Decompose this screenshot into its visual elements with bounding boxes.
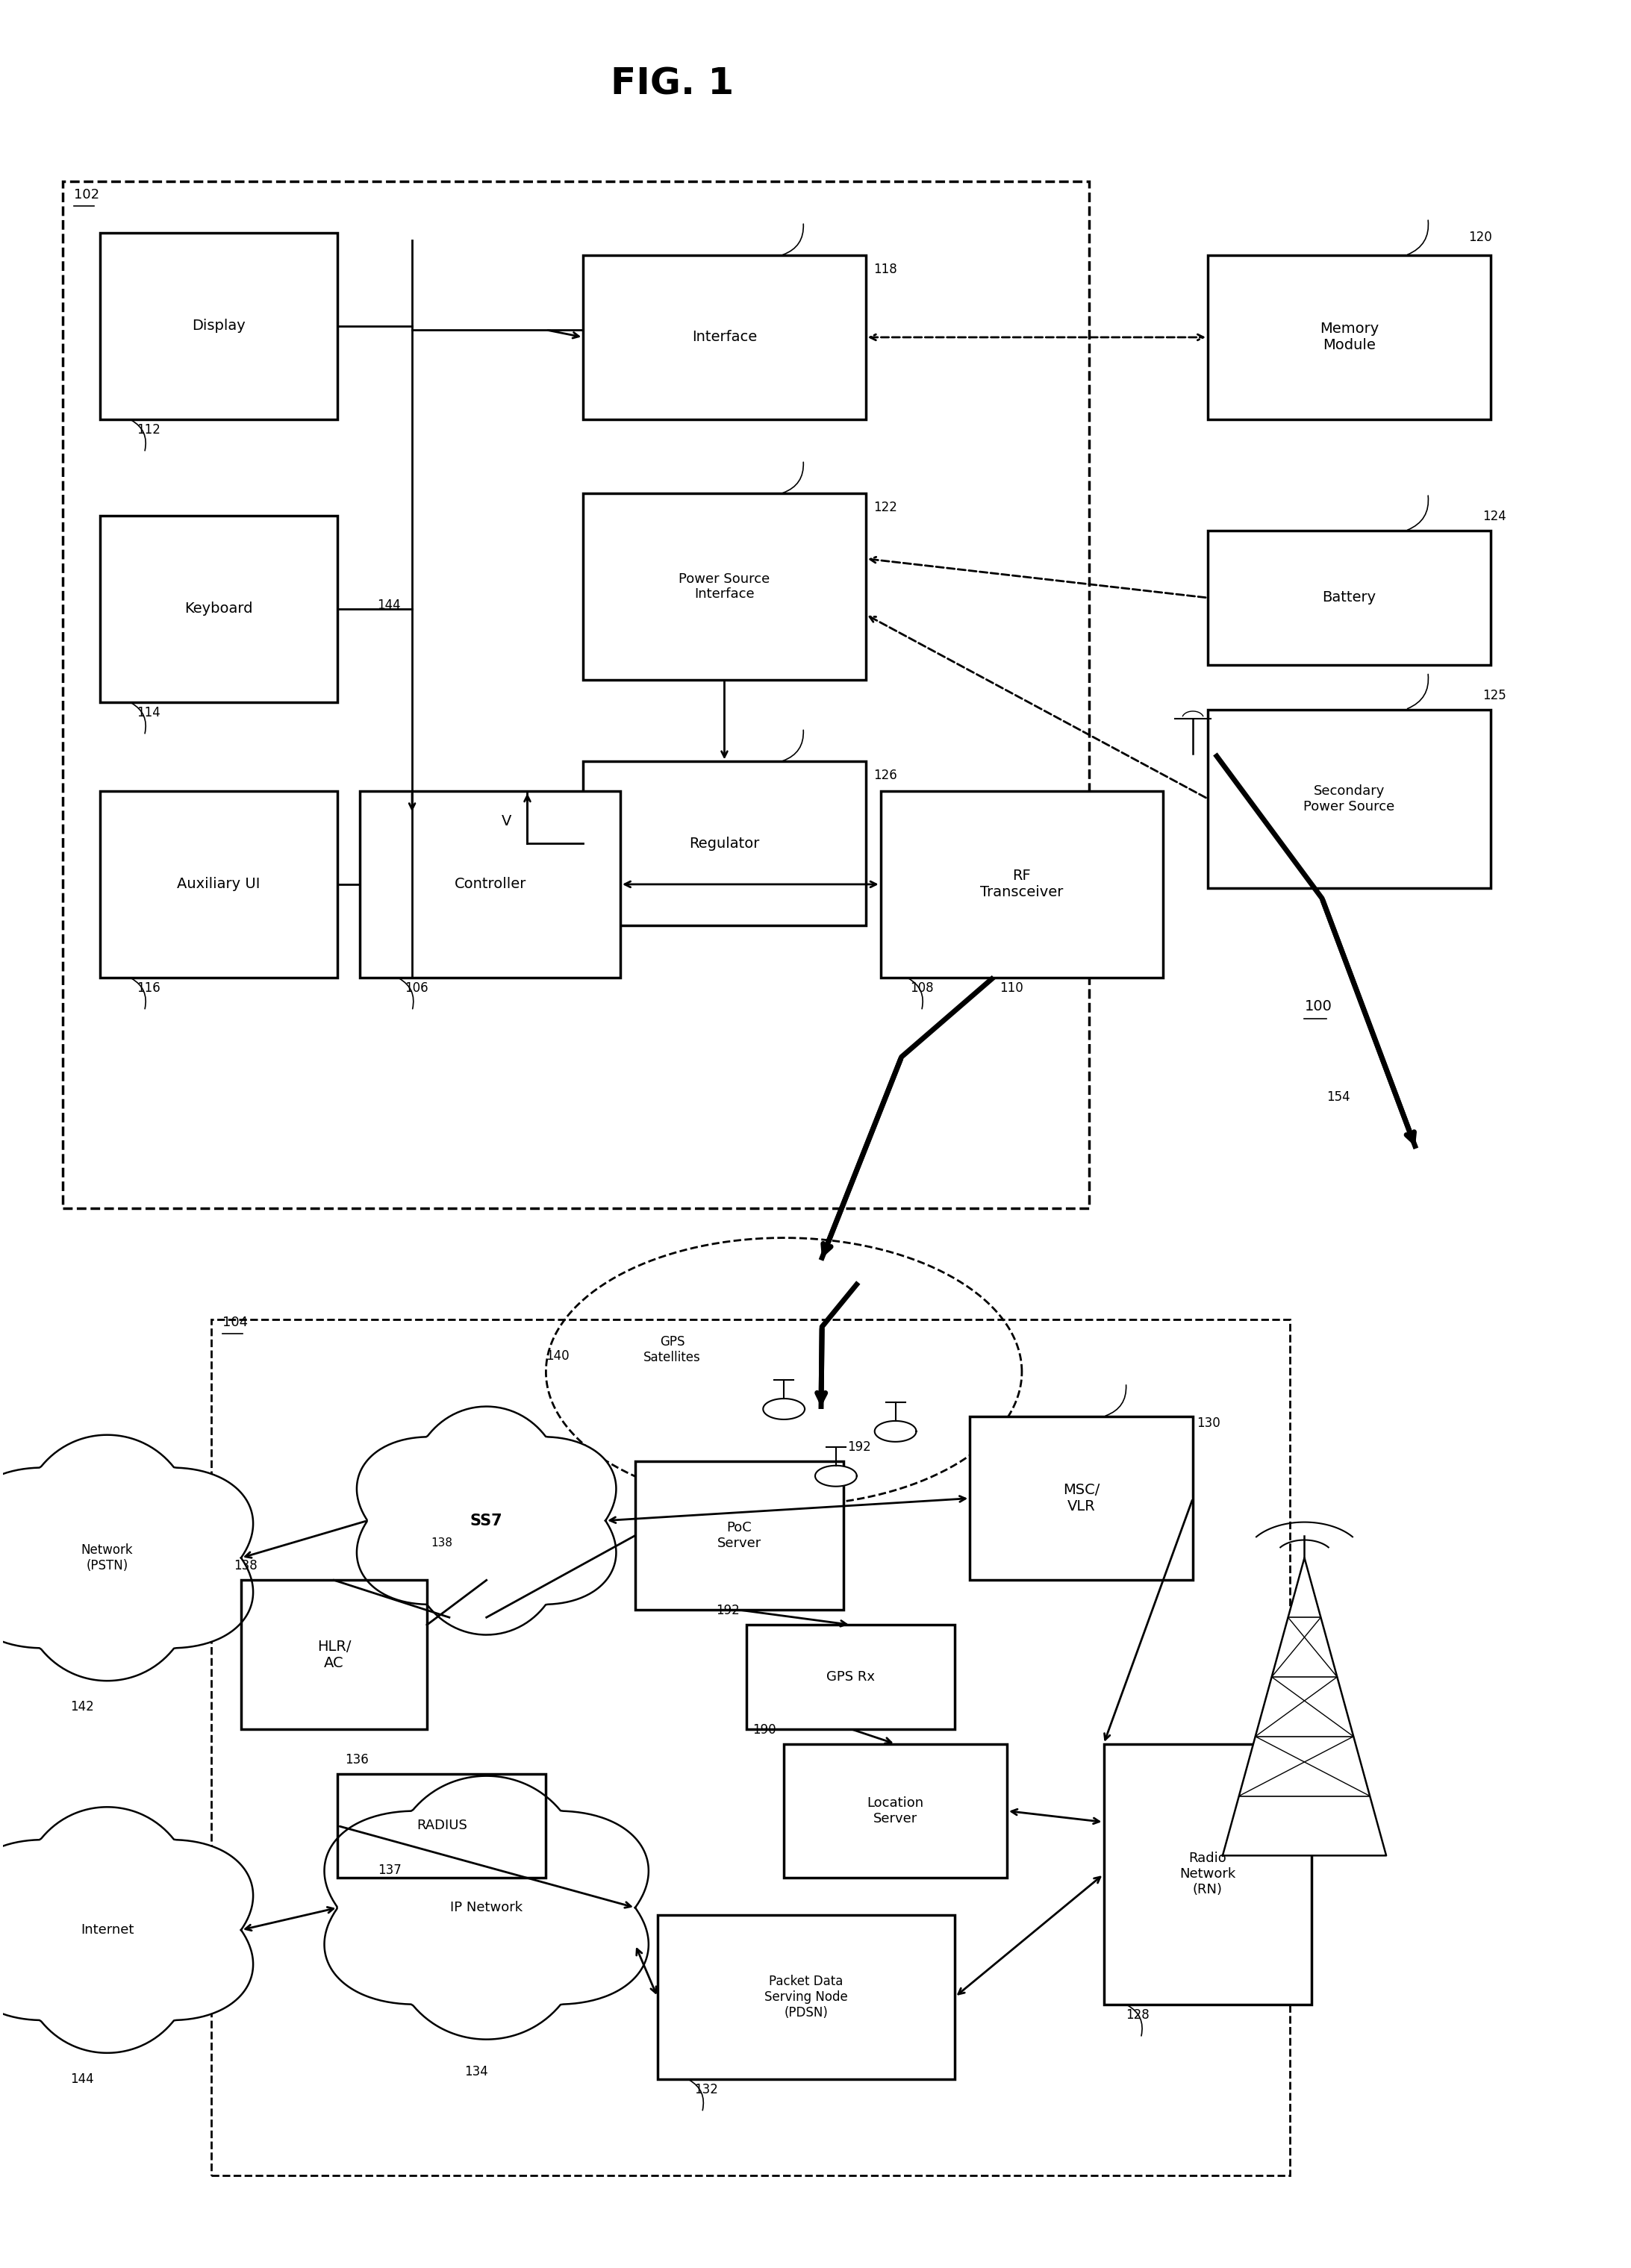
Text: Regulator: Regulator [690, 837, 760, 850]
Bar [1207, 531, 1491, 665]
Polygon shape [0, 1436, 253, 1681]
Text: Internet: Internet [80, 1923, 134, 1937]
Text: Auxiliary UI: Auxiliary UI [178, 878, 261, 891]
Text: 144: 144 [377, 599, 401, 612]
Text: 114: 114 [137, 705, 161, 719]
Text: Radio
Network
(RN): Radio Network (RN) [1179, 1853, 1236, 1896]
Polygon shape [357, 1406, 617, 1635]
Polygon shape [816, 1465, 856, 1486]
Polygon shape [325, 1776, 649, 2039]
Text: 132: 132 [695, 2082, 719, 2096]
Bar [634, 1461, 843, 1610]
Bar [1104, 1744, 1311, 2005]
Text: 116: 116 [137, 982, 161, 993]
Bar [881, 792, 1163, 978]
Bar [970, 1418, 1192, 1581]
Bar [241, 1581, 427, 1728]
Text: Display: Display [192, 320, 246, 333]
Text: Interface: Interface [692, 331, 757, 345]
Text: 100: 100 [1305, 1000, 1333, 1014]
Text: 102: 102 [73, 188, 99, 202]
Text: Network
(PSTN): Network (PSTN) [82, 1542, 134, 1572]
Bar [584, 762, 866, 925]
Text: 134: 134 [465, 2064, 488, 2077]
Polygon shape [1223, 1558, 1386, 1855]
Text: Packet Data
Serving Node
(PDSN): Packet Data Serving Node (PDSN) [765, 1975, 848, 2019]
Text: 120: 120 [1468, 231, 1492, 245]
Text: 106: 106 [404, 982, 429, 993]
Polygon shape [0, 1808, 253, 2053]
Bar [657, 1914, 954, 2080]
Text: RF
Transceiver: RF Transceiver [980, 869, 1063, 900]
Text: 122: 122 [873, 501, 897, 515]
Text: 104: 104 [222, 1315, 248, 1329]
Bar [1207, 256, 1491, 420]
Text: 125: 125 [1483, 689, 1507, 703]
Text: V: V [501, 814, 511, 828]
Text: RADIUS: RADIUS [416, 1819, 466, 1833]
Text: 112: 112 [137, 422, 161, 435]
Bar [338, 1774, 546, 1878]
Bar [212, 1320, 1290, 2175]
Text: 144: 144 [70, 2073, 93, 2087]
Text: Controller: Controller [453, 878, 527, 891]
Bar [99, 234, 338, 420]
Text: IP Network: IP Network [450, 1901, 522, 1914]
Text: 138: 138 [233, 1560, 258, 1572]
Bar [584, 494, 866, 680]
Text: 130: 130 [1197, 1418, 1220, 1429]
Bar [747, 1624, 954, 1728]
Text: 138: 138 [431, 1538, 452, 1549]
Bar [584, 256, 866, 420]
Text: Battery: Battery [1323, 590, 1377, 606]
Text: GPS Rx: GPS Rx [827, 1669, 876, 1683]
Text: 108: 108 [910, 982, 935, 993]
Text: 110: 110 [1000, 982, 1023, 993]
Text: Power Source
Interface: Power Source Interface [678, 572, 770, 601]
Text: 140: 140 [546, 1349, 569, 1363]
Bar [62, 181, 1090, 1209]
Text: GPS
Satellites: GPS Satellites [644, 1336, 701, 1363]
Text: 118: 118 [873, 263, 897, 277]
Text: 142: 142 [70, 1701, 93, 1712]
Text: 190: 190 [754, 1724, 776, 1737]
Text: FIG. 1: FIG. 1 [610, 66, 734, 102]
Text: 124: 124 [1483, 510, 1507, 524]
Text: Secondary
Power Source: Secondary Power Source [1303, 785, 1395, 814]
Text: 154: 154 [1326, 1091, 1350, 1105]
Polygon shape [874, 1422, 917, 1442]
Text: MSC/
VLR: MSC/ VLR [1063, 1483, 1099, 1513]
Text: 192: 192 [716, 1603, 739, 1617]
Text: 192: 192 [846, 1440, 871, 1454]
Text: 126: 126 [873, 769, 897, 782]
Text: Keyboard: Keyboard [184, 601, 253, 617]
Text: 137: 137 [378, 1864, 401, 1878]
Text: Location
Server: Location Server [868, 1796, 923, 1826]
Text: HLR/
AC: HLR/ AC [316, 1640, 351, 1669]
Text: 136: 136 [346, 1753, 369, 1767]
Polygon shape [763, 1399, 804, 1420]
Text: 128: 128 [1125, 2007, 1150, 2021]
Text: Memory
Module: Memory Module [1319, 322, 1378, 352]
Bar [785, 1744, 1006, 1878]
Bar [360, 792, 620, 978]
Bar [99, 792, 338, 978]
Bar [1207, 710, 1491, 889]
Bar [99, 515, 338, 703]
Text: PoC
Server: PoC Server [718, 1522, 762, 1549]
Text: SS7: SS7 [470, 1513, 502, 1529]
